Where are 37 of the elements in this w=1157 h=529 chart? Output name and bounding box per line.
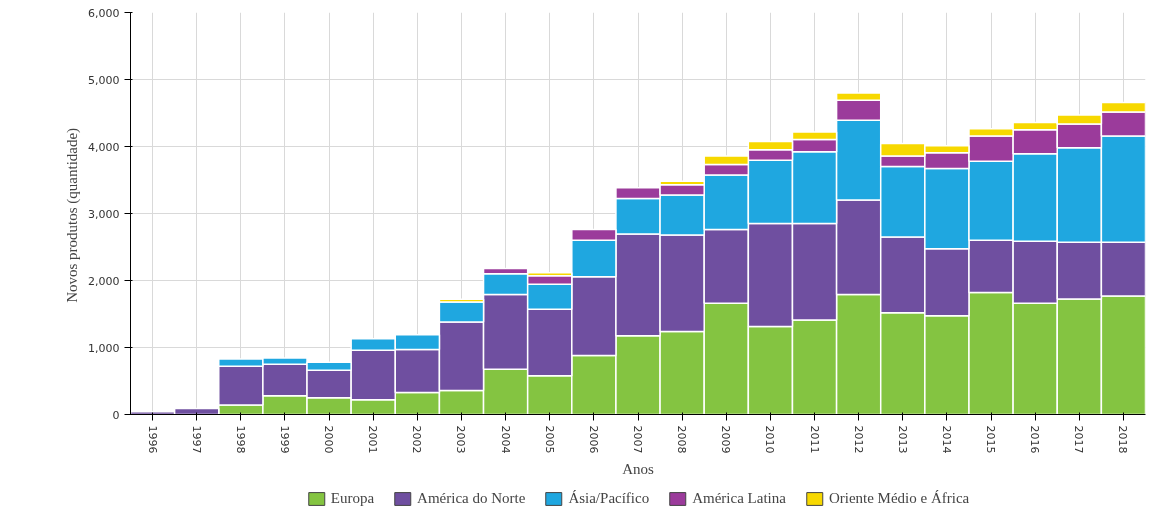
- legend-label: Europa: [330, 489, 375, 507]
- legend-label: América Latina: [692, 489, 786, 507]
- x-tick-label: 1997: [189, 425, 203, 454]
- x-tick-label: 2001: [366, 425, 380, 454]
- x-tick-label: 2010: [763, 425, 777, 454]
- x-axis-title: Anos: [622, 461, 654, 478]
- x-tick-label: 2015: [984, 425, 998, 454]
- y-axis-title: Novos produtos (quantidade): [64, 127, 82, 303]
- x-tick-label: 2008: [675, 425, 689, 454]
- y-tick-label: 0: [112, 408, 120, 422]
- y-tick-label: 2,000: [88, 274, 120, 288]
- x-tick-label: 2016: [1028, 425, 1042, 454]
- x-tick-label: 2011: [807, 425, 821, 454]
- legend-label: Oriente Médio e África: [828, 489, 970, 507]
- y-tick-label: 1,000: [88, 341, 120, 355]
- x-tick-label: 2009: [719, 425, 733, 454]
- legend-label: América do Norte: [417, 489, 526, 507]
- x-tick-label: 2000: [322, 425, 336, 454]
- x-tick-label: 2007: [631, 425, 644, 454]
- x-tick-label: 2002: [410, 425, 424, 454]
- y-tick-label: 6,000: [88, 6, 120, 20]
- x-tick-label: 1998: [233, 425, 247, 454]
- x-tick-label: 2005: [542, 425, 556, 454]
- x-tick-label: 2003: [454, 425, 468, 454]
- y-tick-label: 3,000: [88, 207, 120, 221]
- y-tick-label: 4,000: [88, 140, 120, 154]
- x-tick-label: 2013: [895, 425, 909, 454]
- x-tick-label: 2014: [939, 425, 953, 454]
- x-tick-label: 2012: [851, 425, 865, 454]
- x-tick-label: 2017: [1072, 425, 1086, 454]
- x-tick-label: 2018: [1116, 425, 1130, 454]
- legend-label: Ásia/Pacífico: [568, 489, 650, 507]
- x-tick-label: 1999: [277, 425, 291, 454]
- x-tick-label: 2004: [498, 425, 512, 454]
- x-tick-label: 1996: [145, 425, 159, 454]
- y-tick-label: 5,000: [88, 73, 120, 87]
- x-tick-label: 2006: [586, 425, 600, 454]
